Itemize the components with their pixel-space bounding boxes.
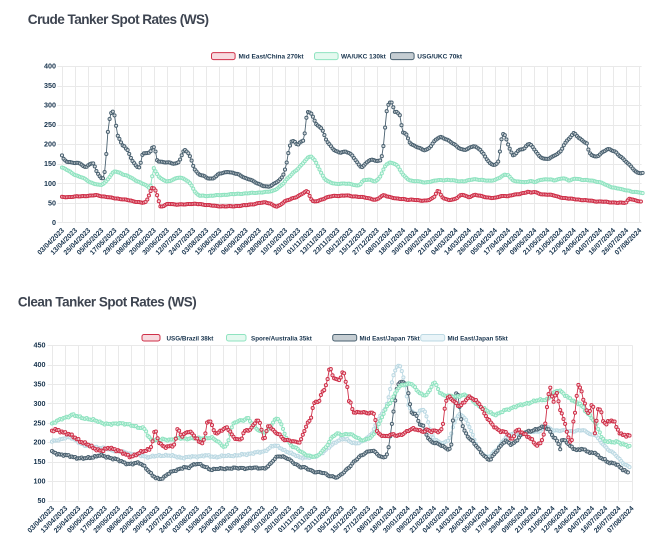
svg-text:Mid East/China 270kt: Mid East/China 270kt xyxy=(239,54,305,61)
svg-text:200: 200 xyxy=(44,140,56,149)
svg-text:WA/UKC 130kt: WA/UKC 130kt xyxy=(341,54,387,61)
svg-text:100: 100 xyxy=(44,179,56,188)
svg-text:Clean Tanker Spot Rates (WS): Clean Tanker Spot Rates (WS) xyxy=(18,295,196,310)
svg-text:250: 250 xyxy=(44,120,56,129)
svg-text:350: 350 xyxy=(34,380,46,389)
svg-text:200: 200 xyxy=(34,438,46,447)
svg-text:150: 150 xyxy=(44,159,56,168)
svg-text:450: 450 xyxy=(34,341,46,350)
svg-text:400: 400 xyxy=(44,62,56,71)
svg-text:USG/UKC 70kt: USG/UKC 70kt xyxy=(417,54,463,61)
svg-text:0: 0 xyxy=(52,218,56,227)
svg-text:Mid East/Japan 55kt: Mid East/Japan 55kt xyxy=(448,335,509,342)
svg-text:350: 350 xyxy=(44,81,56,90)
svg-text:300: 300 xyxy=(44,101,56,110)
svg-text:Spore/Australia 35kt: Spore/Australia 35kt xyxy=(251,335,313,342)
svg-text:100: 100 xyxy=(34,477,46,486)
svg-text:150: 150 xyxy=(34,457,46,466)
svg-text:USG/Brazil 38kt: USG/Brazil 38kt xyxy=(167,335,215,342)
svg-text:400: 400 xyxy=(34,360,46,369)
svg-text:Mid East/Japan 75kt: Mid East/Japan 75kt xyxy=(360,335,421,342)
svg-text:300: 300 xyxy=(34,399,46,408)
svg-text:250: 250 xyxy=(34,418,46,427)
svg-text:50: 50 xyxy=(48,198,56,207)
svg-text:Crude Tanker Spot Rates (WS): Crude Tanker Spot Rates (WS) xyxy=(28,12,209,27)
svg-text:50: 50 xyxy=(38,496,46,505)
